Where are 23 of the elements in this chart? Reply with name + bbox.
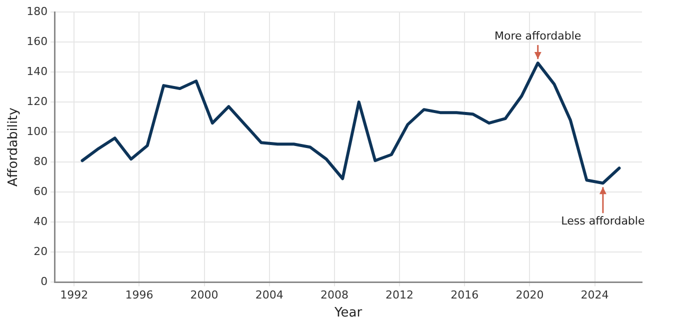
y-tick-label: 0 xyxy=(40,275,48,288)
x-tick-label: 2016 xyxy=(450,288,479,302)
x-tick-label: 2008 xyxy=(320,288,348,302)
x-tick-label: 2012 xyxy=(386,288,414,302)
y-tick-label: 100 xyxy=(26,124,48,138)
y-tick-label: 80 xyxy=(34,154,48,168)
annotation: More affordable xyxy=(494,29,582,42)
y-tick-label: 180 xyxy=(26,4,48,18)
y-tick-label: 60 xyxy=(34,184,48,198)
x-tick-label: 2020 xyxy=(516,288,544,302)
y-tick-label: 140 xyxy=(26,64,48,78)
annotation: Less affordable xyxy=(561,214,645,228)
x-axis-title: Year xyxy=(334,306,363,321)
x-tick-label: 2004 xyxy=(255,288,284,302)
y-tick-label: 20 xyxy=(34,245,48,258)
x-tick-label: 2000 xyxy=(190,288,218,302)
x-tick-label: 2024 xyxy=(580,288,609,302)
y-tick-label: 120 xyxy=(26,94,48,108)
y-axis-title: Affordability xyxy=(6,107,22,187)
x-tick-label: 1992 xyxy=(60,288,88,302)
x-tick-label: 1996 xyxy=(125,288,154,302)
y-tick-label: 40 xyxy=(34,215,48,228)
y-tick-label: 160 xyxy=(26,34,48,48)
